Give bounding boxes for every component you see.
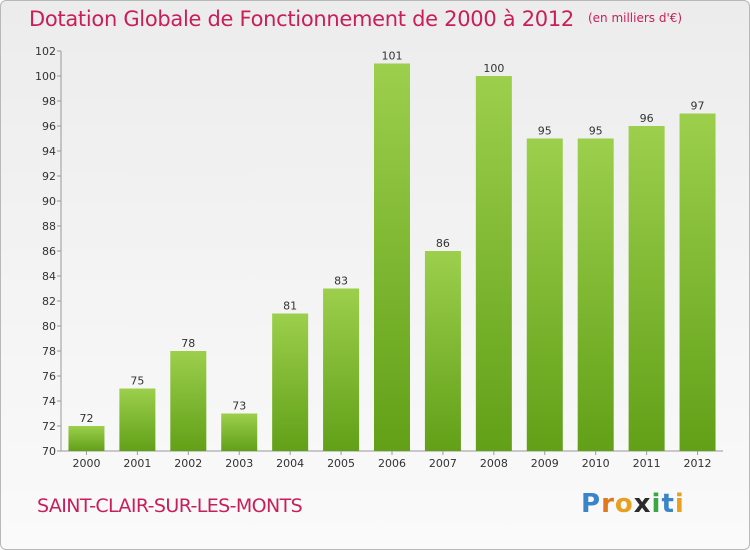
title-text: Dotation Globale de Fonctionnement de 20… — [29, 7, 574, 31]
logo-letter: o — [614, 489, 634, 519]
bar — [68, 426, 105, 451]
logo-letter: P — [581, 489, 602, 519]
x-tick-label: 2004 — [276, 457, 304, 470]
y-tick-label: 90 — [42, 195, 56, 208]
bar — [221, 413, 258, 451]
y-tick-label: 84 — [42, 270, 56, 283]
bar — [119, 388, 156, 451]
data-label: 86 — [436, 237, 450, 250]
x-tick-label: 2012 — [684, 457, 712, 470]
chart-title: Dotation Globale de Fonctionnement de 20… — [29, 7, 682, 31]
x-tick-label: 2010 — [582, 457, 610, 470]
y-tick-label: 88 — [42, 220, 56, 233]
logo-letter: i — [674, 489, 685, 519]
x-tick-label: 2006 — [378, 457, 406, 470]
y-tick-label: 70 — [42, 445, 56, 458]
data-label: 100 — [483, 62, 504, 75]
bar — [526, 138, 563, 451]
logo-letter: r — [601, 489, 615, 519]
logo-letter: t — [661, 489, 675, 519]
bar — [170, 351, 207, 451]
y-tick-label: 78 — [42, 345, 56, 358]
x-tick-label: 2005 — [327, 457, 355, 470]
x-tick-label: 2002 — [174, 457, 202, 470]
data-label: 73 — [232, 400, 246, 413]
y-tick-label: 86 — [42, 245, 56, 258]
y-tick-label: 72 — [42, 420, 56, 433]
data-label: 95 — [589, 125, 603, 138]
bar — [424, 251, 461, 451]
x-tick-label: 2007 — [429, 457, 457, 470]
commune-name: SAINT-CLAIR-SUR-LES-MONTS — [37, 495, 303, 517]
x-tick-label: 2001 — [123, 457, 151, 470]
bar — [679, 113, 716, 451]
x-tick-label: 2009 — [531, 457, 559, 470]
y-tick-label: 80 — [42, 320, 56, 333]
data-label: 97 — [691, 100, 705, 113]
y-tick-label: 74 — [42, 395, 56, 408]
bar — [272, 313, 309, 451]
y-tick-label: 102 — [35, 45, 56, 58]
data-label: 75 — [130, 375, 144, 388]
bar — [628, 126, 665, 451]
data-label: 81 — [283, 300, 297, 313]
data-label: 96 — [640, 112, 654, 125]
x-tick-label: 2003 — [225, 457, 253, 470]
y-tick-label: 94 — [42, 145, 56, 158]
data-label: 72 — [79, 412, 93, 425]
logo-letter: i — [651, 489, 662, 519]
y-tick-label: 92 — [42, 170, 56, 183]
bar — [577, 138, 614, 451]
y-tick-label: 82 — [42, 295, 56, 308]
bar — [475, 76, 512, 451]
y-tick-label: 98 — [42, 95, 56, 108]
bar — [374, 63, 410, 451]
proxiti-logo: Proxiti — [581, 489, 685, 519]
x-tick-label: 2000 — [72, 457, 100, 470]
data-label: 83 — [334, 275, 348, 288]
x-tick-label: 2011 — [633, 457, 661, 470]
y-tick-label: 76 — [42, 370, 56, 383]
data-label: 95 — [538, 125, 552, 138]
unit-label: (en milliers d'€) — [587, 11, 683, 25]
y-tick-label: 96 — [42, 120, 56, 133]
data-label: 78 — [181, 337, 195, 350]
bar — [323, 288, 360, 451]
x-tick-label: 2008 — [480, 457, 508, 470]
y-tick-label: 100 — [35, 70, 56, 83]
data-label: 101 — [382, 50, 403, 63]
logo-letter: x — [633, 489, 652, 519]
